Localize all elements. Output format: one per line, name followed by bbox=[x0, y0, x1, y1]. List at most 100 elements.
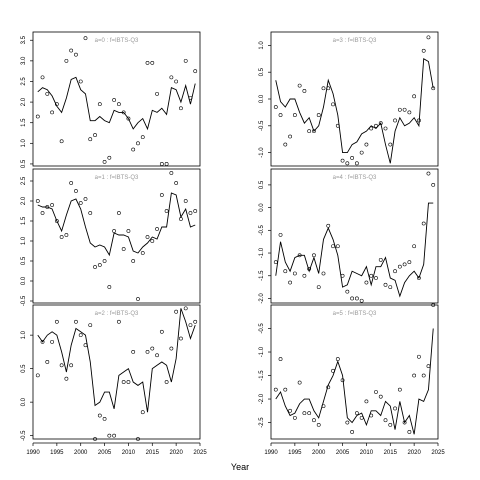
data-point bbox=[112, 229, 117, 233]
y-tick-label: 1.0 bbox=[259, 41, 265, 50]
data-point bbox=[54, 102, 59, 107]
data-point bbox=[283, 269, 288, 274]
data-point bbox=[407, 260, 412, 265]
data-point bbox=[112, 98, 117, 102]
data-point bbox=[374, 123, 378, 128]
panel-frame bbox=[270, 31, 439, 167]
data-point bbox=[64, 233, 69, 237]
data-point bbox=[174, 309, 179, 314]
data-point bbox=[374, 276, 378, 280]
data-point bbox=[335, 244, 340, 249]
x-tick-label: 2010 bbox=[360, 450, 374, 456]
data-point bbox=[302, 411, 307, 416]
data-point bbox=[97, 263, 102, 267]
data-point bbox=[359, 298, 364, 303]
bottom-axes: 1990 1995 2000 2005 2010 2015 2020 2025 1990 1995… bbox=[26, 442, 445, 456]
data-point bbox=[150, 346, 155, 351]
data-point bbox=[159, 329, 164, 334]
x-tick-label: 1990 bbox=[264, 450, 278, 456]
data-point bbox=[40, 211, 45, 215]
data-point bbox=[364, 142, 369, 147]
data-point bbox=[59, 139, 64, 144]
x-tick-label: 2000 bbox=[74, 450, 88, 456]
data-point bbox=[83, 343, 88, 348]
data-point bbox=[283, 142, 288, 147]
y-tick-label: 2.0 bbox=[21, 97, 27, 106]
y-tick-label: -0.5 bbox=[259, 224, 265, 235]
data-point bbox=[340, 273, 345, 278]
data-point bbox=[150, 61, 155, 65]
data-point bbox=[159, 193, 164, 197]
data-point bbox=[369, 273, 374, 278]
data-point bbox=[426, 171, 431, 176]
data-point bbox=[278, 113, 283, 117]
data-point bbox=[183, 58, 188, 63]
data-point bbox=[421, 373, 426, 378]
data-point bbox=[35, 373, 40, 378]
data-point bbox=[97, 413, 102, 418]
data-point bbox=[136, 297, 140, 301]
data-point bbox=[107, 433, 112, 438]
data-point bbox=[273, 387, 278, 392]
data-point bbox=[121, 110, 126, 115]
data-point bbox=[359, 150, 364, 155]
data-point bbox=[40, 75, 45, 80]
data-point bbox=[93, 265, 97, 269]
data-point bbox=[131, 147, 136, 152]
y-tick-label: -1.5 bbox=[259, 270, 265, 281]
data-point bbox=[288, 408, 292, 413]
data-point bbox=[69, 363, 74, 368]
data-point bbox=[193, 319, 198, 324]
data-point bbox=[183, 306, 188, 311]
data-point bbox=[331, 244, 335, 249]
data-point bbox=[188, 96, 193, 100]
data-point bbox=[307, 129, 312, 134]
x-tick-label: 2005 bbox=[336, 450, 350, 456]
data-point bbox=[383, 282, 388, 287]
data-point bbox=[397, 264, 402, 269]
panel-frame bbox=[270, 168, 439, 304]
data-point bbox=[388, 422, 393, 427]
y-tick-label: -1.0 bbox=[259, 247, 265, 258]
data-point bbox=[126, 229, 131, 233]
data-point bbox=[179, 336, 183, 341]
data-point bbox=[107, 285, 112, 289]
data-point bbox=[335, 123, 340, 128]
x-tick-label: 2020 bbox=[169, 450, 183, 456]
data-point bbox=[35, 199, 40, 203]
x-tick-label: 2025 bbox=[193, 450, 207, 456]
data-point bbox=[155, 353, 159, 358]
y-tick-label: -0.5 bbox=[21, 295, 27, 306]
data-point bbox=[288, 134, 292, 139]
data-point bbox=[193, 209, 198, 213]
data-point bbox=[431, 86, 436, 91]
data-point bbox=[88, 323, 93, 328]
y-tick-label: -0.5 bbox=[259, 323, 265, 334]
data-point bbox=[102, 159, 107, 164]
data-point bbox=[69, 48, 74, 53]
data-point bbox=[54, 219, 59, 223]
data-point bbox=[421, 48, 426, 53]
data-point bbox=[69, 181, 74, 185]
data-point bbox=[321, 404, 326, 408]
data-point bbox=[193, 69, 198, 74]
data-point bbox=[93, 437, 97, 441]
y-tick-label: 2.5 bbox=[21, 77, 27, 86]
x-tick-label: 1990 bbox=[26, 450, 40, 456]
y-tick-label: 0.0 bbox=[21, 276, 27, 285]
x-tick-label: 2015 bbox=[384, 450, 398, 456]
data-point bbox=[345, 420, 350, 425]
panel-frame bbox=[32, 304, 201, 440]
data-point bbox=[169, 346, 174, 351]
data-point bbox=[321, 86, 326, 91]
data-point bbox=[140, 251, 145, 255]
data-point bbox=[302, 273, 307, 278]
data-point bbox=[131, 259, 136, 263]
data-point bbox=[188, 211, 193, 215]
y-tick-label: 0.0 bbox=[21, 397, 27, 406]
data-point bbox=[64, 58, 69, 63]
data-point bbox=[407, 110, 412, 115]
data-point bbox=[140, 135, 145, 140]
panels: a=0 : f=IBTS-Q3 0.5 1.0 1.5 2.0 2.5 3.0 3.5 a=1 … bbox=[21, 31, 439, 441]
y-tick-label: 0.5 bbox=[259, 180, 265, 189]
